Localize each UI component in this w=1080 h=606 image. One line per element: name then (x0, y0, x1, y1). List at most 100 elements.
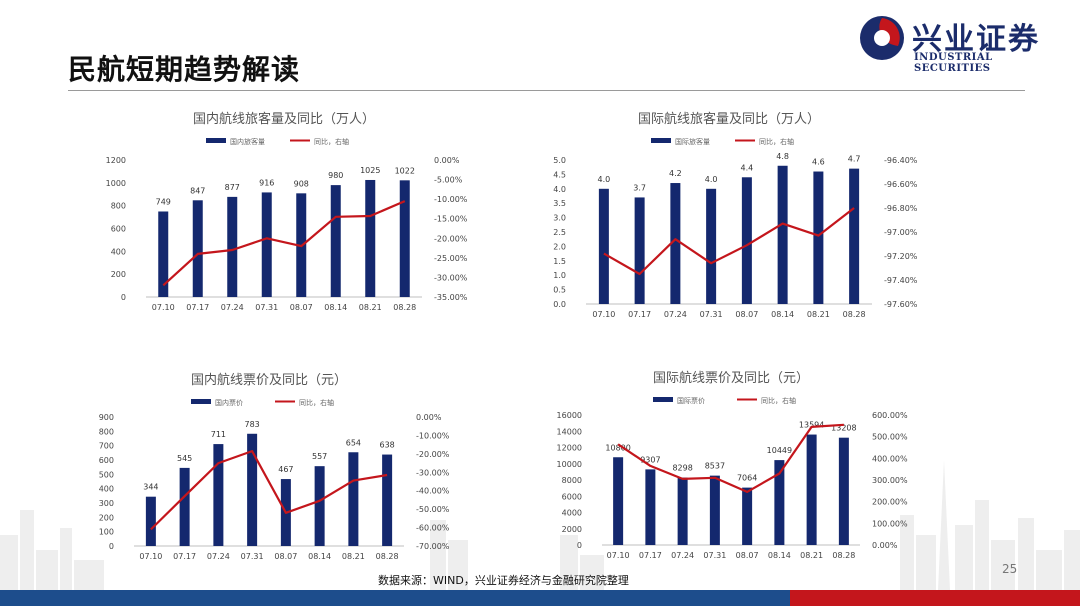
right-axis-tick: -97.20% (884, 252, 918, 261)
chart-svg: 国际航线旅客量及同比（万人） 国际旅客量 同比，右轴 0.0 0.5 1.0 1.5 2.0 2… (553, 111, 918, 319)
x-axis-tick: 08.07 (736, 551, 759, 560)
x-axis-tick: 07.24 (671, 551, 694, 560)
left-axis-tick: 1200 (106, 156, 126, 165)
legend-label: 国际旅客量 (675, 137, 710, 146)
x-axis-tick: 07.31 (255, 303, 278, 312)
right-axis-tick: -30.00% (434, 273, 468, 282)
x-axis-tick: 08.21 (807, 310, 830, 319)
left-axis-tick: 6000 (562, 492, 582, 501)
bar-value-label: 545 (177, 454, 192, 463)
x-axis-tick: 08.21 (800, 551, 823, 560)
legend-label: 同比，右轴 (314, 137, 349, 146)
right-axis-tick: 300.00% (872, 476, 908, 485)
bar (213, 444, 224, 546)
bar-value-label: 847 (190, 186, 205, 195)
bar-value-label: 749 (156, 197, 171, 206)
left-axis-tick: 0 (577, 541, 582, 550)
right-axis-tick: 500.00% (872, 433, 908, 442)
x-axis-tick: 08.21 (359, 303, 382, 312)
right-axis-tick: -20.00% (416, 450, 450, 459)
right-axis-tick: -50.00% (416, 505, 450, 514)
bar (838, 437, 849, 545)
left-axis-tick: 5.0 (553, 156, 566, 165)
chart-title: 国际航线旅客量及同比（万人） (638, 111, 820, 127)
logo-name-en: INDUSTRIAL SECURITIES (914, 52, 993, 74)
bar-value-label: 10800 (605, 443, 630, 452)
company-logo: 兴业证券 INDUSTRIAL SECURITIES (856, 12, 1071, 74)
bar-value-label: 4.8 (776, 152, 789, 161)
bar-value-label: 8537 (705, 462, 725, 471)
bar (677, 477, 688, 545)
bar (399, 180, 410, 297)
chart-international-passengers: 国际航线旅客量及同比（万人） 国际旅客量 同比，右轴 0.0 0.5 1.0 1.5 2.0 2… (553, 104, 920, 322)
bar (227, 196, 238, 297)
chart-svg: 国际航线票价及同比（元） 国际票价 同比，右轴 0 2000 4000 6000 8000 10… (557, 370, 908, 560)
right-axis-tick: -15.00% (434, 215, 468, 224)
bar-value-label: 980 (328, 171, 343, 180)
x-axis-tick: 07.10 (152, 303, 175, 312)
chart-domestic-fare: 国内航线票价及同比（元） 国内票价 同比，右轴 0 100 200 300 400 500 600… (99, 365, 450, 565)
x-axis-tick: 07.31 (700, 310, 723, 319)
yoy-line (603, 207, 855, 276)
bar-value-label: 13208 (831, 424, 856, 433)
bar (247, 433, 258, 546)
right-axis-tick: -10.00% (434, 195, 468, 204)
left-axis-tick: 1.5 (553, 257, 566, 266)
x-axis-tick: 08.14 (771, 310, 794, 319)
chart-title: 国内航线票价及同比（元） (191, 372, 347, 388)
x-axis-tick: 07.24 (221, 303, 244, 312)
right-axis-tick: -5.00% (434, 176, 463, 185)
legend-label: 同比，右轴 (761, 396, 796, 405)
left-axis-tick: 4.5 (553, 170, 566, 179)
bar-value-label: 4.6 (812, 158, 825, 167)
left-axis-tick: 8000 (562, 476, 582, 485)
bar-value-label: 908 (294, 179, 309, 188)
chart-domestic-passengers: 国内航线旅客量及同比（万人） 国内旅客量 同比，右轴 0 200 400 600 800 100… (100, 104, 468, 316)
x-axis-tick: 07.10 (139, 552, 162, 561)
right-axis-tick: -97.00% (884, 228, 918, 237)
left-axis-tick: 2.5 (553, 228, 566, 237)
bar-value-label: 4.2 (669, 169, 682, 178)
x-axis-tick: 07.17 (628, 310, 651, 319)
left-axis-tick: 1.0 (553, 271, 566, 280)
bar-value-label: 7064 (737, 474, 757, 483)
chart-title: 国际航线票价及同比（元） (653, 370, 809, 386)
bar (645, 469, 656, 545)
right-axis-tick: -25.00% (434, 254, 468, 263)
x-axis-tick: 08.14 (324, 303, 347, 312)
right-axis-tick: -30.00% (416, 468, 450, 477)
bar-value-label: 9307 (640, 455, 660, 464)
right-axis-tick: 400.00% (872, 454, 908, 463)
x-axis-tick: 08.14 (308, 552, 331, 561)
yoy-line (617, 423, 844, 493)
bar (382, 454, 393, 546)
chart-svg: 国内航线旅客量及同比（万人） 国内旅客量 同比，右轴 0 200 400 600 800 100… (106, 111, 468, 312)
x-axis-tick: 08.28 (376, 552, 399, 561)
left-axis-tick: 0 (109, 542, 114, 551)
left-axis-tick: 100 (99, 528, 114, 537)
bar (849, 168, 860, 304)
right-axis-tick: 0.00% (416, 413, 442, 422)
bar (709, 475, 720, 545)
left-axis-tick: 200 (111, 270, 126, 279)
bar (634, 197, 645, 304)
x-axis-tick: 07.10 (592, 310, 615, 319)
bar (158, 211, 169, 297)
x-axis-tick: 07.24 (664, 310, 687, 319)
x-axis-tick: 07.31 (703, 551, 726, 560)
left-axis-tick: 600 (111, 225, 126, 234)
bar-value-label: 4.7 (848, 155, 861, 164)
bar-value-label: 557 (312, 452, 327, 461)
x-axis-tick: 08.07 (290, 303, 313, 312)
bar (774, 460, 785, 545)
right-axis-tick: -96.60% (884, 180, 918, 189)
right-axis-tick: -40.00% (416, 487, 450, 496)
bar-value-label: 1022 (395, 166, 415, 175)
bar (145, 496, 156, 546)
x-axis-tick: 08.21 (342, 552, 365, 561)
right-axis-tick: -97.40% (884, 276, 918, 285)
right-axis-tick: -96.80% (884, 204, 918, 213)
chart-svg: 国内航线票价及同比（元） 国内票价 同比，右轴 0 100 200 300 400 500 600… (99, 372, 450, 561)
bar-value-label: 4.0 (598, 175, 611, 184)
footer-bar (0, 588, 1080, 606)
